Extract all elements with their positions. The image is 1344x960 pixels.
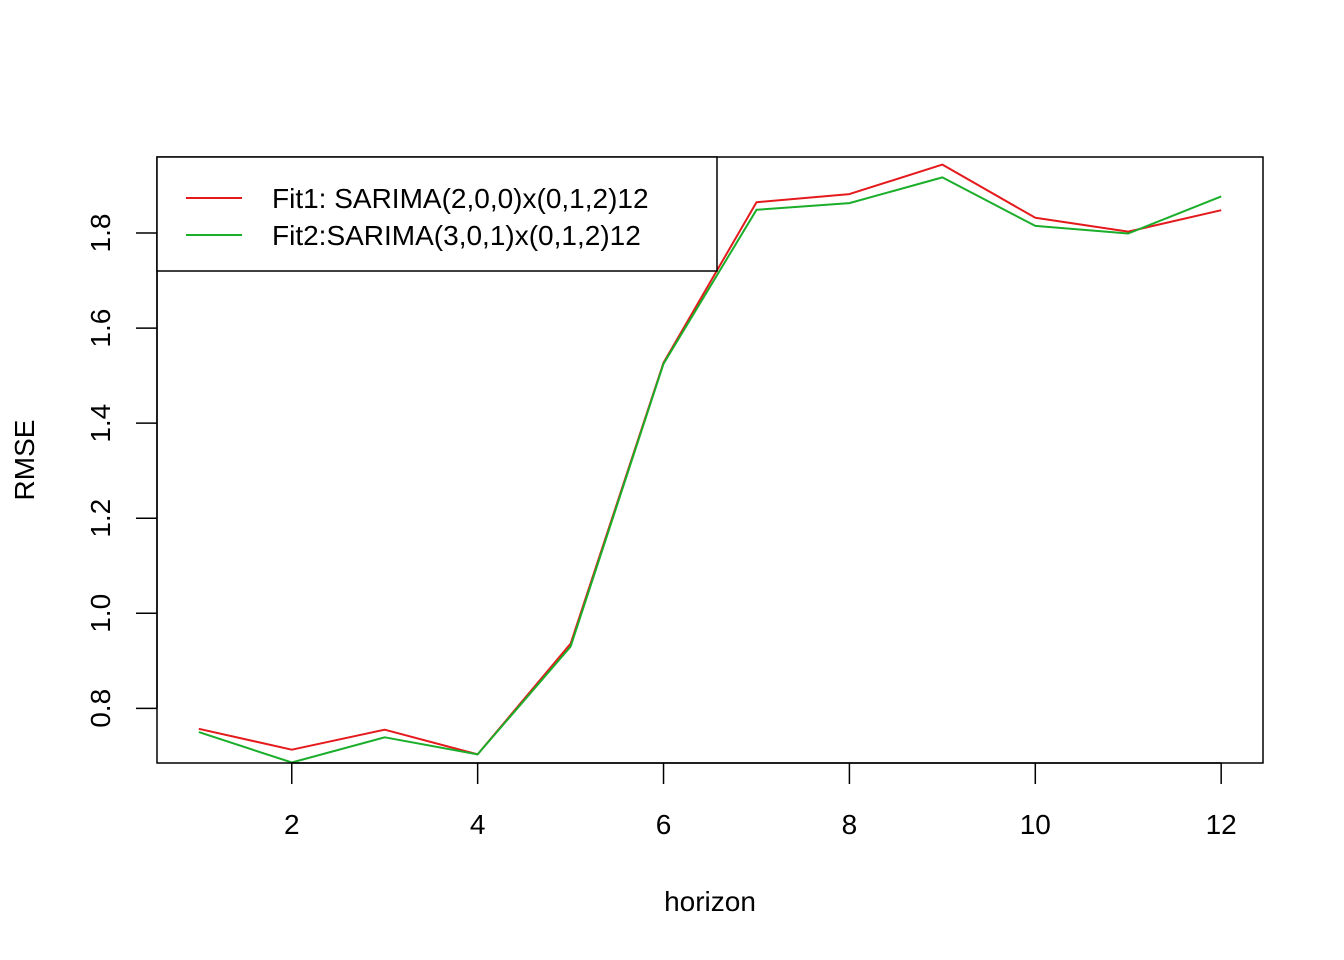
legend-label-fit1: Fit1: SARIMA(2,0,0)x(0,1,2)12 [272,183,649,214]
y-axis: 0.8 1.0 1.2 1.4 1.6 1.8 [85,214,158,728]
y-tick-label: 1.2 [85,499,116,538]
y-tick-label: 1.4 [85,404,116,443]
x-axis: 2 4 6 8 10 12 [284,762,1237,840]
x-tick-label: 6 [656,809,672,840]
y-tick-label: 1.0 [85,594,116,633]
x-tick-label: 2 [284,809,300,840]
x-tick-label: 12 [1206,809,1237,840]
x-tick-label: 10 [1020,809,1051,840]
legend-box [156,156,718,272]
series-line-2 [198,176,1222,764]
legend-label-fit2: Fit2:SARIMA(3,0,1)x(0,1,2)12 [272,220,641,251]
legend: Fit1: SARIMA(2,0,0)x(0,1,2)12 Fit2:SARIM… [156,156,718,272]
x-axis-title: horizon [664,886,756,917]
series-layer [198,163,1222,764]
y-axis-title: RMSE [9,420,40,501]
x-tick-label: 4 [470,809,486,840]
y-tick-label: 0.8 [85,689,116,728]
series-line-1 [198,163,1222,756]
y-tick-label: 1.8 [85,214,116,253]
x-tick-label: 8 [842,809,858,840]
y-tick-label: 1.6 [85,309,116,348]
